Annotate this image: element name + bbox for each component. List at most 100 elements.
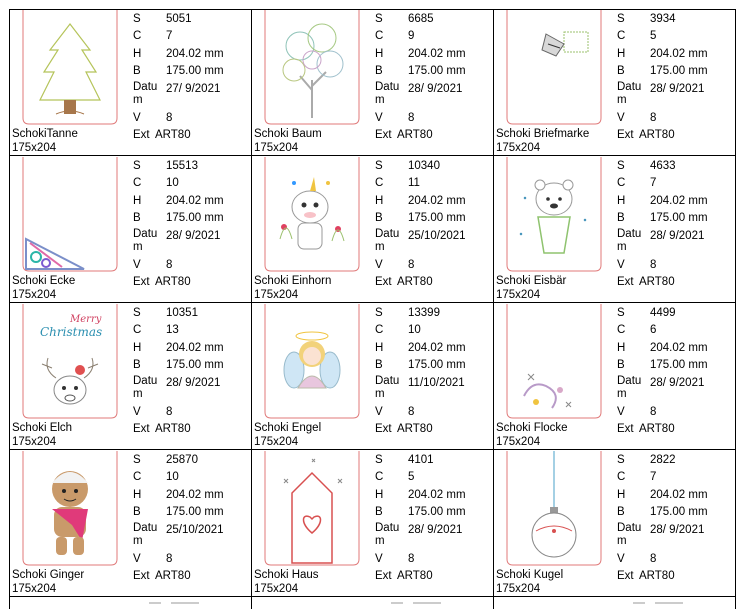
- field-value-datum: 28/ 9/2021: [408, 83, 463, 95]
- field-label: Datum: [375, 228, 400, 253]
- design-entry[interactable]: SchokiTanne 175x204 S 5051 C 7 H 204.02 mm B 175.…: [10, 10, 252, 156]
- field-label: H: [375, 489, 384, 501]
- moose-motif-thumbnail[interactable]: Merry Christmas: [22, 304, 118, 419]
- field-value: ART80: [639, 276, 675, 288]
- field-value: 175.00 mm: [166, 359, 224, 371]
- field-value: 7: [650, 471, 657, 483]
- field-label: B: [375, 506, 383, 518]
- field-label: Ext: [617, 129, 634, 141]
- field-label: Datum: [617, 522, 642, 547]
- field-value: 175.00 mm: [650, 506, 708, 518]
- design-entry[interactable]: Schoki Briefmarke 175x204 S 3934 C 5 H 204.02 m…: [494, 10, 736, 156]
- motif-text-2: Christmas: [40, 325, 102, 339]
- field-label: B: [133, 212, 141, 224]
- field-value: 10351: [166, 307, 198, 319]
- field-label: Ext: [375, 423, 392, 435]
- field-label: Ext: [133, 423, 150, 435]
- polar-bear-motif-thumbnail[interactable]: [506, 157, 602, 272]
- field-label: C: [617, 30, 626, 42]
- field-label: V: [617, 406, 625, 418]
- field-value: 175.00 mm: [408, 65, 466, 77]
- field-value: 204.02 mm: [650, 342, 708, 354]
- field-label: Datum: [133, 375, 158, 400]
- field-label: B: [617, 65, 625, 77]
- field-label: H: [375, 48, 384, 60]
- design-catalog-grid: SchokiTanne 175x204 S 5051 C 7 H 204.02 mm B 175.…: [9, 9, 736, 609]
- gingerbread-motif-thumbnail[interactable]: [22, 451, 118, 566]
- field-value: 175.00 mm: [408, 506, 466, 518]
- design-entry[interactable]: Schoki Engel 175x204 S 13399 C 10 H 204.02 mm B 1…: [252, 304, 494, 450]
- grid-line: [9, 155, 736, 156]
- field-value: 204.02 mm: [166, 48, 224, 60]
- corner-motif-thumbnail[interactable]: [22, 157, 118, 272]
- unicorn-motif-thumbnail[interactable]: [264, 157, 360, 272]
- design-name: Schoki Eisbär: [496, 275, 567, 287]
- field-value: 204.02 mm: [408, 342, 466, 354]
- field-value: 9: [408, 30, 415, 42]
- field-value: ART80: [155, 423, 191, 435]
- swirl-tree-motif-thumbnail[interactable]: [264, 10, 360, 125]
- field-label: B: [133, 506, 141, 518]
- design-entry[interactable]: Schoki Ginger 175x204 S 25870 C 10 H 204.02 mm B…: [10, 451, 252, 597]
- field-label: Datum: [133, 81, 158, 106]
- field-label: V: [133, 112, 141, 124]
- design-entry[interactable]: Schoki Haus 175x204 S 4101 C 5 H 204.02 mm B 175.…: [252, 451, 494, 597]
- field-label: Ext: [375, 129, 392, 141]
- design-entry[interactable]: Schoki Ecke 175x204 S 15513 C 10 H 204.02 mm B 17…: [10, 157, 252, 303]
- field-value: 8: [650, 259, 657, 271]
- field-label: S: [375, 307, 383, 319]
- house-heart-motif-thumbnail[interactable]: [264, 451, 360, 566]
- field-value: 5: [650, 30, 657, 42]
- design-entry[interactable]: Schoki Kugel 175x204 S 2822 C 7 H 204.02 mm B 175…: [494, 451, 736, 597]
- design-name: Schoki Haus: [254, 569, 319, 581]
- field-value: 10: [408, 324, 421, 336]
- design-size: 175x204: [254, 436, 299, 448]
- field-value: 2822: [650, 454, 676, 466]
- field-value-datum: 28/ 9/2021: [650, 230, 705, 242]
- field-value: 7: [650, 177, 657, 189]
- field-value-datum: 28/ 9/2021: [650, 524, 705, 536]
- snowflake-motif-thumbnail[interactable]: [506, 304, 602, 419]
- field-value-datum: 27/ 9/2021: [166, 83, 221, 95]
- motif-text-1: Merry: [69, 314, 102, 325]
- field-label: B: [617, 506, 625, 518]
- tree-motif-thumbnail[interactable]: [22, 10, 118, 125]
- design-entry[interactable]: Schoki Baum 175x204 S 6685 C 9 H 204.02 mm B 175.…: [252, 10, 494, 156]
- design-entry[interactable]: Schoki Einhorn 175x204 S 10340 C 11 H 204.02 mm…: [252, 157, 494, 303]
- design-name: SchokiTanne: [12, 128, 78, 140]
- design-entry[interactable]: Schoki Eisbär 175x204 S 4633 C 7 H 204.02 mm B 17…: [494, 157, 736, 303]
- field-value: ART80: [639, 129, 675, 141]
- design-entry[interactable]: Schoki Flocke 175x204 S 4499 C 6 H 204.02 mm B 17…: [494, 304, 736, 450]
- field-value: 8: [650, 406, 657, 418]
- field-label: H: [617, 48, 626, 60]
- field-label: S: [617, 13, 625, 25]
- field-label: Datum: [617, 228, 642, 253]
- field-value: 10: [166, 177, 179, 189]
- field-label: C: [617, 177, 626, 189]
- field-label: V: [375, 112, 383, 124]
- grid-line: [735, 9, 736, 609]
- field-label: C: [375, 177, 384, 189]
- bauble-motif-thumbnail[interactable]: [506, 451, 602, 566]
- field-value: 13: [166, 324, 179, 336]
- design-entry[interactable]: Merry Christmas Schoki Elch 175x204 S 10351 C 1…: [10, 304, 252, 450]
- field-label: H: [375, 342, 384, 354]
- field-value: 204.02 mm: [166, 489, 224, 501]
- field-value: 8: [650, 112, 657, 124]
- field-label: H: [375, 195, 384, 207]
- design-size: 175x204: [254, 289, 299, 301]
- stamp-motif-thumbnail[interactable]: [506, 10, 602, 125]
- field-value-datum: 11/10/2021: [408, 377, 465, 389]
- grid-line: [9, 9, 10, 609]
- angel-motif-thumbnail[interactable]: [264, 304, 360, 419]
- field-label: C: [617, 324, 626, 336]
- design-name: Schoki Baum: [254, 128, 322, 140]
- field-value: 204.02 mm: [408, 195, 466, 207]
- field-label: Ext: [133, 129, 150, 141]
- field-label: S: [375, 454, 383, 466]
- field-value: 175.00 mm: [408, 212, 466, 224]
- field-value: 8: [408, 112, 415, 124]
- field-label: B: [617, 212, 625, 224]
- field-label: Ext: [617, 276, 634, 288]
- field-label: B: [375, 65, 383, 77]
